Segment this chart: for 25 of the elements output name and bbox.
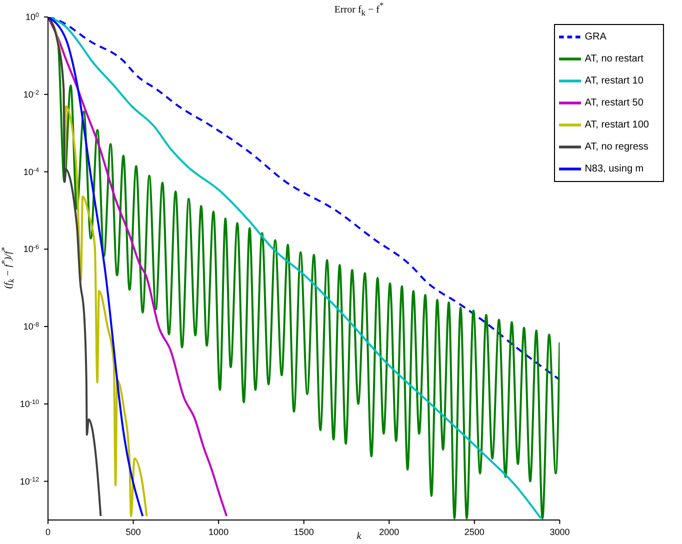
x-tick-label: 500 (126, 527, 141, 537)
legend-label: AT, no regress (584, 142, 648, 153)
y-tick-label: 10$^{-6}$ (23, 244, 40, 254)
line-series (48, 17, 102, 518)
x-tick-label: 0 (45, 527, 51, 537)
chart-title: Error f$_{k}$ − f$^{*}$ (333, 1, 385, 18)
x-tick-label: 2000 (379, 527, 400, 537)
x-tick-label: 2500 (464, 527, 484, 537)
legend-label: AT, no restart (584, 54, 644, 65)
x-tick-label: 3000 (550, 527, 570, 537)
legend-label: AT, restart 50 (584, 98, 644, 109)
y-tick-label: 10$^{0}$ (25, 12, 40, 22)
y-tick-label: 10$^{-4}$ (23, 166, 40, 177)
legend-label: AT, restart 10 (584, 76, 644, 87)
legend-label: AT, restart 100 (584, 120, 649, 131)
y-tick-label: 10$^{-10}$ (20, 398, 40, 409)
x-tick-label: 1000 (208, 527, 229, 537)
line-series (48, 17, 228, 518)
legend-label: GRA (584, 32, 606, 43)
x-axis-title: k (356, 531, 362, 542)
y-tick-label: 10$^{-12}$ (20, 476, 40, 486)
y-tick-label: 10$^{-2}$ (23, 88, 40, 100)
legend-label: N83, using m (584, 164, 644, 175)
x-tick-label: 1500 (294, 527, 314, 537)
y-tick-label: 10$^{-8}$ (23, 321, 40, 332)
